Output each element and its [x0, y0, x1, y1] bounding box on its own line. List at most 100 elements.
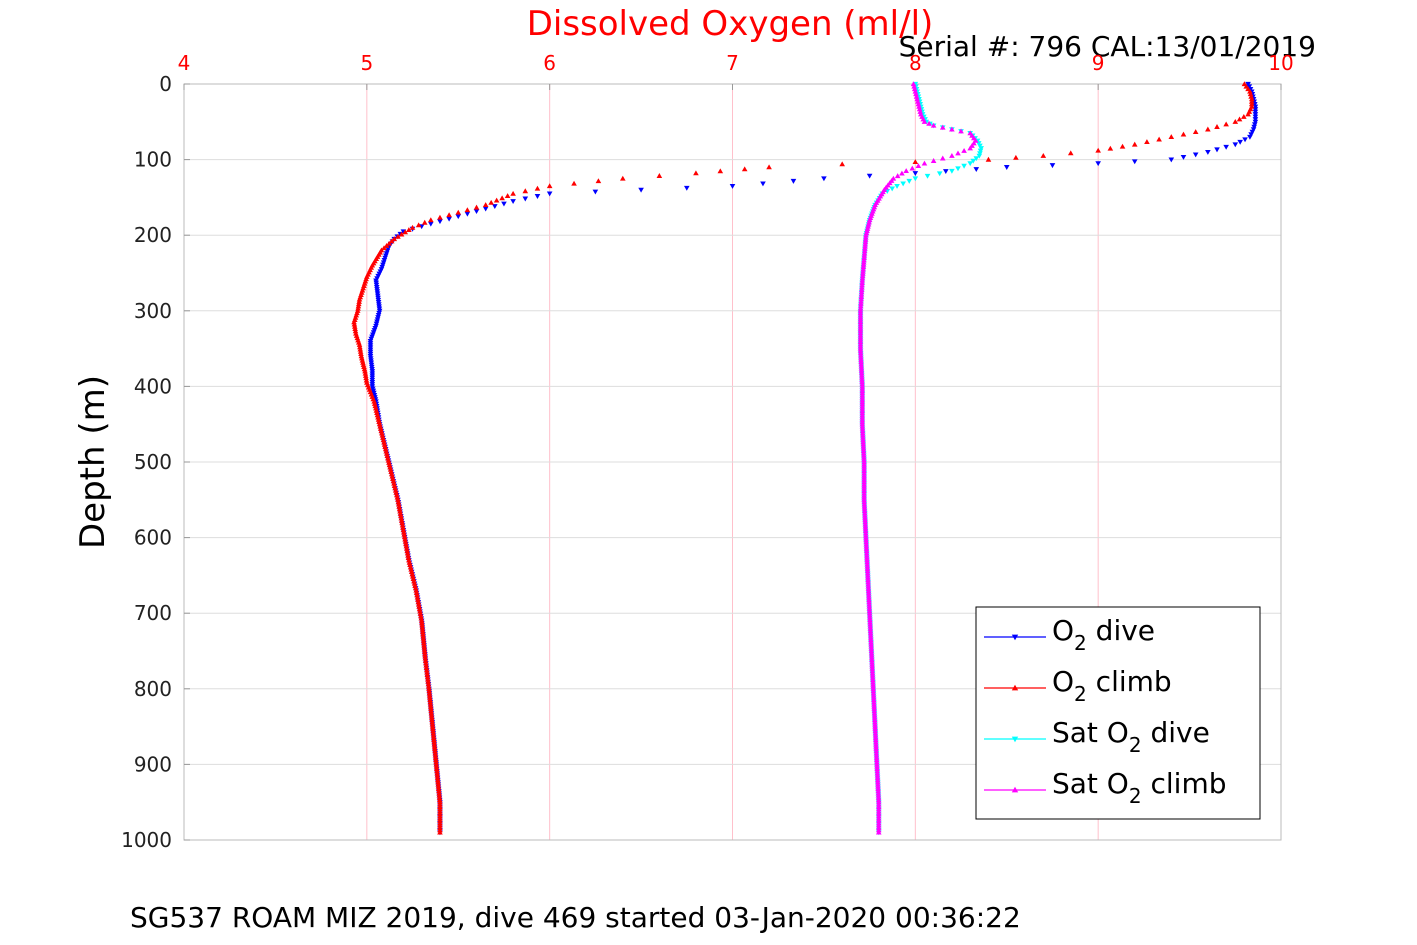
data-point: [415, 599, 422, 605]
data-point: [1131, 141, 1138, 147]
data-point: [1232, 142, 1239, 148]
data-point: [571, 180, 577, 186]
data-point: [381, 441, 388, 447]
data-point: [425, 676, 431, 682]
data-point: [351, 323, 358, 329]
data-point: [911, 83, 917, 89]
data-point: [1156, 136, 1162, 142]
data-point: [415, 601, 422, 607]
data-point: [417, 610, 424, 616]
data-point: [356, 296, 363, 302]
data-point: [862, 246, 868, 251]
x-tick-label: 10: [1268, 51, 1293, 75]
data-point: [392, 487, 399, 493]
y-tick-label: 800: [134, 677, 172, 701]
data-point: [1252, 117, 1259, 123]
data-point: [416, 604, 422, 609]
data-point: [961, 163, 967, 169]
data-point: [421, 219, 428, 225]
data-point: [437, 829, 443, 835]
data-point: [455, 209, 462, 215]
data-point: [425, 683, 432, 689]
data-point: [391, 480, 397, 486]
data-point: [397, 510, 404, 516]
data-point: [391, 483, 398, 488]
data-point: [430, 728, 436, 734]
data-point: [420, 631, 426, 637]
data-point: [1049, 163, 1056, 169]
data-point: [428, 712, 435, 718]
data-point: [388, 471, 395, 477]
data-point: [1013, 154, 1019, 160]
data-point: [402, 536, 408, 542]
data-point: [858, 289, 865, 295]
data-point: [407, 562, 413, 568]
data-point: [400, 527, 407, 533]
data-point: [400, 524, 406, 530]
data-point: [1192, 152, 1199, 158]
data-point: [1252, 109, 1259, 115]
data-point: [976, 153, 983, 159]
data-point: [977, 148, 984, 154]
data-point: [386, 462, 393, 468]
series-o2-climb: [351, 81, 1255, 835]
data-point: [375, 416, 382, 422]
data-point: [434, 768, 440, 774]
data-point: [864, 228, 870, 233]
data-point: [1223, 121, 1229, 127]
data-point: [499, 195, 505, 201]
data-point: [863, 230, 870, 236]
data-point: [379, 432, 386, 438]
data-point: [428, 708, 434, 714]
data-point: [372, 405, 379, 411]
data-point: [894, 183, 900, 189]
data-point: [912, 88, 919, 94]
data-point: [419, 624, 426, 630]
data-point: [359, 355, 365, 361]
legend: O2 dive O2 climb Sat O2 dive Sat O2 climb: [975, 606, 1261, 820]
data-point: [912, 159, 919, 164]
data-point: [408, 569, 415, 575]
data-point: [391, 236, 398, 242]
data-point: [357, 348, 364, 354]
data-point: [355, 303, 362, 309]
data-point: [362, 373, 369, 378]
data-point: [977, 151, 983, 157]
data-point: [912, 176, 919, 182]
data-point: [362, 370, 369, 376]
data-point: [352, 328, 359, 334]
data-point: [372, 403, 379, 409]
x-axis-ticks: 4 5 6 7 8 9 10: [178, 51, 1294, 90]
data-point: [917, 108, 924, 114]
data-point: [419, 622, 425, 628]
data-point: [397, 508, 403, 514]
data-point: [420, 633, 426, 639]
legend-box: [975, 606, 1261, 820]
data-point: [864, 225, 871, 231]
data-point: [360, 362, 367, 367]
data-point: [859, 277, 866, 283]
legend-item: O2 dive: [984, 614, 1155, 655]
y-tick-label: 1000: [121, 828, 172, 852]
data-point: [915, 101, 922, 107]
data-point: [386, 459, 392, 465]
data-point: [403, 541, 409, 547]
data-point: [418, 613, 424, 619]
data-point: [421, 649, 428, 654]
data-point: [741, 166, 748, 172]
data-point: [380, 437, 387, 443]
data-point: [358, 351, 364, 356]
legend-swatch-marker: [1011, 786, 1019, 793]
data-point: [381, 439, 387, 445]
data-point: [861, 257, 867, 263]
data-point: [1003, 165, 1010, 170]
data-point: [434, 774, 441, 780]
data-point: [418, 617, 425, 623]
data-point: [375, 414, 381, 420]
data-point: [913, 93, 920, 99]
data-point: [387, 466, 394, 472]
data-point: [437, 214, 443, 220]
data-point: [383, 448, 390, 454]
data-point: [423, 667, 430, 673]
